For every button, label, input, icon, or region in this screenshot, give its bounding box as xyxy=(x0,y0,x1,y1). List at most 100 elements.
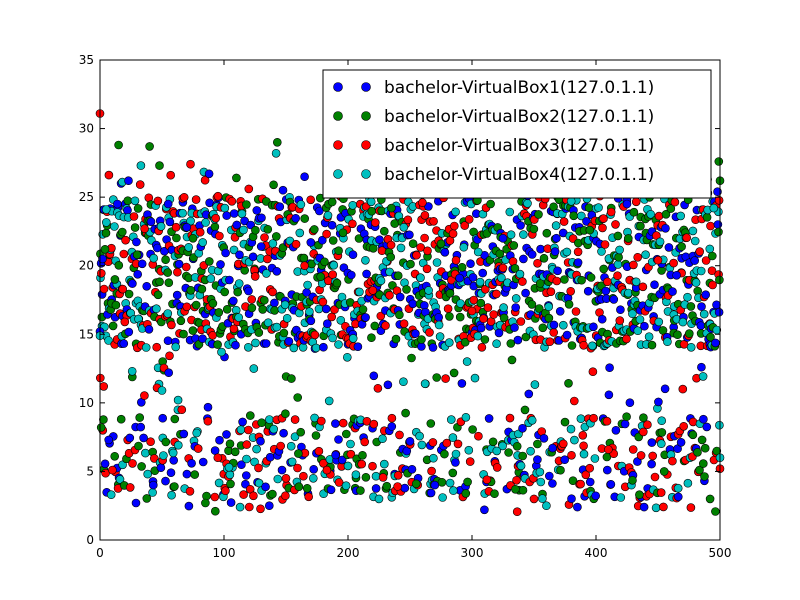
legend-marker xyxy=(361,169,371,179)
axis-ticks: 0 100 200 300 400 500 0 5 10 15 20 25 30 35 xyxy=(79,53,732,560)
data-point xyxy=(597,247,606,256)
data-point xyxy=(506,230,516,239)
data-point xyxy=(451,207,460,217)
data-point xyxy=(461,489,471,498)
data-point xyxy=(631,277,641,287)
data-point xyxy=(476,323,486,333)
data-point xyxy=(530,380,540,389)
data-point xyxy=(378,473,388,482)
data-point xyxy=(242,440,251,449)
data-point xyxy=(225,439,235,449)
data-point xyxy=(455,312,465,322)
data-point xyxy=(622,199,632,209)
data-point xyxy=(141,343,151,352)
data-point xyxy=(290,432,300,442)
data-point xyxy=(308,473,318,483)
data-point xyxy=(316,272,326,282)
data-point xyxy=(614,252,623,262)
data-point xyxy=(124,327,134,337)
data-point xyxy=(707,251,717,261)
data-point xyxy=(143,469,152,479)
data-point xyxy=(239,490,248,499)
data-point xyxy=(474,431,483,441)
data-point xyxy=(320,257,329,267)
data-point xyxy=(635,315,645,324)
data-point xyxy=(324,396,334,406)
data-point xyxy=(99,382,108,391)
data-point xyxy=(341,481,351,491)
data-point xyxy=(578,430,588,440)
data-point xyxy=(173,267,182,277)
data-point xyxy=(586,273,596,282)
data-point xyxy=(548,443,557,453)
data-point xyxy=(338,228,348,238)
data-point xyxy=(271,149,281,158)
data-point xyxy=(411,479,421,489)
data-point xyxy=(293,393,303,402)
data-point xyxy=(451,449,461,459)
data-point xyxy=(168,448,178,458)
data-point xyxy=(688,226,698,236)
data-point xyxy=(356,486,365,495)
data-point xyxy=(348,334,358,343)
data-point xyxy=(272,266,282,276)
data-point xyxy=(229,245,239,255)
data-point xyxy=(480,335,490,344)
data-point xyxy=(215,435,224,445)
data-point xyxy=(390,219,400,228)
data-point xyxy=(492,463,502,472)
data-point xyxy=(281,409,290,419)
data-point xyxy=(475,277,485,287)
data-point xyxy=(712,300,721,310)
data-point xyxy=(463,477,472,487)
data-point xyxy=(163,199,173,209)
data-point xyxy=(358,450,367,460)
data-point xyxy=(361,472,371,482)
data-point xyxy=(520,405,530,415)
data-point xyxy=(187,458,196,468)
data-point xyxy=(476,298,486,308)
data-point xyxy=(355,287,364,297)
data-point xyxy=(567,341,577,350)
data-point xyxy=(715,275,724,285)
data-point xyxy=(300,261,309,271)
data-point xyxy=(342,352,352,362)
data-point xyxy=(570,435,579,445)
data-point xyxy=(250,272,260,281)
data-point xyxy=(539,433,549,443)
data-point xyxy=(166,170,175,180)
data-point xyxy=(331,450,340,460)
data-point xyxy=(229,324,239,334)
data-point xyxy=(164,368,173,378)
data-point xyxy=(597,314,607,324)
data-point xyxy=(99,284,109,294)
data-point xyxy=(166,468,176,478)
data-point xyxy=(506,339,516,348)
data-point xyxy=(656,439,666,449)
data-point xyxy=(633,252,643,262)
data-point xyxy=(558,439,568,449)
data-point xyxy=(448,468,458,478)
data-point xyxy=(159,451,168,460)
data-point xyxy=(714,157,724,166)
data-point xyxy=(620,419,630,429)
data-point xyxy=(657,416,667,426)
data-point xyxy=(683,478,693,488)
data-point xyxy=(140,391,149,400)
data-point xyxy=(683,292,692,302)
data-point xyxy=(311,431,321,440)
data-point xyxy=(482,475,492,485)
data-point xyxy=(291,239,301,249)
data-point xyxy=(599,214,608,223)
data-point xyxy=(544,313,554,323)
data-point xyxy=(422,264,432,274)
data-point xyxy=(379,226,389,236)
data-point xyxy=(505,413,515,423)
data-point xyxy=(443,304,453,314)
data-point xyxy=(123,206,132,215)
data-point xyxy=(660,384,670,394)
data-point xyxy=(348,201,358,210)
data-point xyxy=(700,443,710,453)
data-point xyxy=(232,173,241,183)
data-point xyxy=(108,321,118,331)
